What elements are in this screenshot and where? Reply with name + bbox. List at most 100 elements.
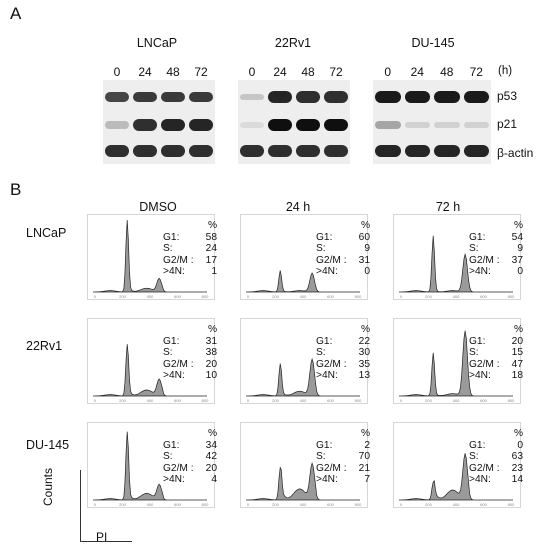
tick-label: 200	[272, 398, 279, 403]
stat-value: 24	[205, 243, 217, 255]
histogram-frame	[87, 214, 215, 300]
histogram-frame	[240, 214, 368, 300]
stat-label: G2/M :	[163, 254, 194, 266]
tick-label: 600	[174, 502, 181, 507]
tick-label: 400	[147, 294, 154, 299]
tick-label: 200	[119, 294, 126, 299]
stat-label: G2/M :	[163, 462, 194, 474]
stat-value: 10	[205, 370, 217, 382]
stat-value: 58	[205, 231, 217, 243]
stat-value: 37	[511, 254, 523, 266]
cell-cycle-stats: % G1: 2 S: 70 G2/M : 21 >4N: 7	[316, 428, 370, 486]
percent-header: %	[513, 428, 523, 439]
tick-label: 400	[300, 502, 307, 507]
timepoint-label: 24	[273, 65, 287, 79]
stat-value: 30	[358, 347, 370, 359]
histogram-curve	[93, 344, 207, 397]
stat-label: >4N:	[163, 474, 185, 486]
western-band	[375, 145, 401, 157]
y-axis-label: Counts	[41, 467, 55, 506]
tick-label: 800	[508, 502, 515, 507]
tick-label: 0	[247, 398, 250, 403]
histogram-curve	[246, 270, 360, 293]
western-blot-lncap	[103, 80, 215, 164]
stat-label: S:	[163, 243, 173, 255]
stat-value: 31	[205, 335, 217, 347]
western-band	[404, 91, 430, 103]
percent-header: %	[513, 220, 523, 231]
tick-label: 200	[425, 502, 432, 507]
tick-label: 0	[400, 294, 403, 299]
histogram-22rv1-24-h: 0 200 400 600 800	[240, 318, 368, 404]
tick-label: 800	[202, 294, 209, 299]
stat-label: S:	[316, 451, 326, 463]
cell-cycle-stats: % G1: 31 S: 38 G2/M : 20 >4N: 10	[163, 324, 217, 382]
histogram-frame	[240, 318, 368, 404]
western-band	[324, 91, 348, 103]
stat-label: G2/M :	[469, 254, 500, 266]
stat-value: 7	[364, 474, 370, 486]
stat-label: G1:	[163, 231, 180, 243]
tick-label: 0	[400, 502, 403, 507]
blot-title-22rv1: 22Rv1	[274, 36, 312, 50]
histogram-frame	[393, 214, 521, 300]
stat-label: >4N:	[316, 370, 338, 382]
stat-label: >4N:	[469, 370, 491, 382]
tick-label: 600	[174, 398, 181, 403]
row-label-du145: DU-145	[26, 438, 70, 452]
western-band	[105, 91, 129, 103]
stat-label: >4N:	[163, 266, 185, 278]
tick-label: 400	[453, 398, 460, 403]
stat-label: S:	[469, 451, 479, 463]
time-unit-label: (h)	[498, 65, 513, 77]
stat-label: S:	[163, 347, 173, 359]
tick-label: 600	[480, 502, 487, 507]
stat-label: S:	[316, 347, 326, 359]
timepoint-label: 72	[469, 65, 483, 79]
timepoint-label: 0	[113, 65, 121, 79]
stat-value: 22	[358, 335, 370, 347]
stat-value: 31	[358, 254, 370, 266]
histogram-curve	[93, 219, 207, 293]
stat-value: 0	[364, 266, 370, 278]
stat-label: G2/M :	[316, 254, 347, 266]
tick-label: 600	[174, 294, 181, 299]
stat-value: 14	[511, 474, 523, 486]
histogram-curve	[246, 461, 360, 501]
stat-label: G1:	[163, 335, 180, 347]
column-title-72h: 72 h	[435, 200, 461, 214]
timepoint-label: 24	[410, 65, 424, 79]
tick-label: 0	[247, 502, 250, 507]
western-band	[404, 121, 430, 129]
western-band	[240, 93, 264, 101]
column-title-24h: 24 h	[285, 200, 311, 214]
stat-label: G2/M :	[316, 358, 347, 370]
tick-label: 800	[508, 398, 515, 403]
cell-cycle-stats: % G1: 20 S: 15 G2/M : 47 >4N: 18	[469, 324, 523, 382]
histogram-frame	[87, 422, 215, 508]
histogram-frame	[393, 318, 521, 404]
x-axis-key-line	[80, 541, 132, 542]
western-band	[189, 91, 213, 103]
western-band	[268, 145, 292, 157]
stat-label: >4N:	[469, 266, 491, 278]
tick-label: 0	[94, 502, 97, 507]
western-band	[434, 121, 460, 129]
tick-label: 0	[247, 294, 250, 299]
tick-label: 0	[94, 398, 97, 403]
timepoint-label: 72	[194, 65, 208, 79]
stat-value: 20	[511, 335, 523, 347]
stat-value: 18	[511, 370, 523, 382]
tick-label: 600	[480, 294, 487, 299]
histogram-du-145-24-h: 0 200 400 600 800	[240, 422, 368, 508]
percent-header: %	[360, 220, 370, 231]
stat-label: G1:	[469, 231, 486, 243]
stat-label: S:	[316, 243, 326, 255]
timepoint-label: 72	[329, 65, 343, 79]
stat-value: 15	[511, 347, 523, 359]
tick-label: 600	[327, 502, 334, 507]
protein-label-beta-actin: β-actin	[497, 146, 534, 160]
stat-label: G1:	[469, 335, 486, 347]
western-band	[463, 91, 489, 103]
cell-cycle-stats: % G1: 60 S: 9 G2/M : 31 >4N: 0	[316, 220, 370, 278]
